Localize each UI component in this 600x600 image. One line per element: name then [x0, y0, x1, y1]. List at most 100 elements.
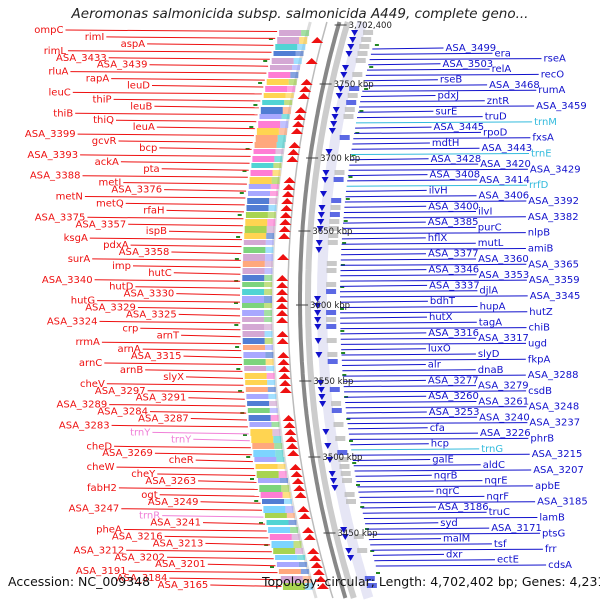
leader-line [72, 91, 262, 95]
leader-line [210, 584, 282, 587]
reverse-gene-arrow [332, 107, 340, 113]
forward-gene-arrow [279, 380, 292, 386]
feature-block [264, 331, 273, 337]
gene-label-left: rrmA [75, 337, 100, 348]
feature-block [263, 93, 286, 98]
feature-block [270, 65, 292, 70]
forward-gene-arrow [278, 366, 291, 372]
leader-line [345, 401, 477, 403]
feature-block [264, 261, 273, 267]
leader-line [345, 195, 477, 198]
leader-line [149, 64, 269, 67]
feature-block [330, 205, 341, 210]
leader-line [173, 272, 241, 275]
feature-block [251, 163, 274, 168]
leader-line [168, 230, 243, 234]
feature-block [339, 135, 350, 140]
leader-line [351, 453, 530, 456]
feature-block [265, 86, 288, 92]
feature-block [277, 37, 300, 44]
gene-label-left: leuD [127, 81, 150, 92]
leader-line [120, 161, 250, 164]
leader-line [348, 432, 479, 435]
feature-block [271, 541, 294, 548]
leader-line [140, 327, 241, 331]
feature-block [288, 520, 297, 525]
gene-label-right: nqrB [434, 470, 458, 481]
feature-block [280, 121, 289, 128]
reverse-gene-arrow [328, 128, 336, 134]
gene-label-right: nqrC [436, 486, 460, 497]
leader-line [166, 556, 274, 560]
gene-label-left: ASA_3340 [42, 275, 93, 286]
gene-label-left: cheV [80, 379, 105, 390]
leader-line [157, 473, 256, 476]
leader-line [368, 538, 442, 541]
reverse-gene-arrow [317, 212, 325, 218]
leader-line [354, 131, 482, 134]
gene-label-left: cheW [87, 462, 115, 473]
reverse-gene-arrow [321, 177, 329, 183]
forward-gene-arrow [312, 569, 325, 575]
gene-label-left: thiB [53, 108, 73, 119]
leader-line [360, 501, 536, 504]
gene-label-left: ASA_3216 [112, 531, 163, 542]
feature-block [281, 485, 290, 492]
tick-mark [370, 550, 375, 552]
leader-line [345, 189, 427, 192]
leader-line [366, 68, 490, 71]
feature-block [275, 450, 284, 457]
feature-block [326, 261, 337, 266]
gene-label-right: cdsA [548, 560, 572, 571]
leader-line [80, 154, 251, 157]
leader-line [363, 517, 538, 519]
reverse-gene-arrow [320, 191, 327, 197]
forward-gene-arrow [277, 352, 290, 358]
feature-block [285, 93, 294, 98]
gene-label-right: galE [432, 455, 454, 466]
backbone-ring [317, 20, 374, 600]
gene-label-right: nqrE [484, 476, 507, 487]
gene-label-left: pta [143, 164, 159, 175]
leader-line [342, 369, 476, 372]
feature-block [329, 212, 340, 217]
feature-block [349, 86, 360, 91]
leader-line [166, 209, 245, 213]
leader-line [340, 279, 527, 282]
forward-gene-arrow [300, 79, 313, 85]
genome-title: Aeromonas salmonicida subsp. salmonicida… [71, 6, 529, 22]
feature-block [328, 233, 339, 238]
feature-block [280, 478, 288, 483]
feature-block [299, 37, 308, 44]
leader-line [89, 237, 242, 241]
feature-block [242, 331, 265, 337]
gene-label-right: ASA_3279 [478, 381, 529, 392]
feature-block [275, 149, 284, 154]
feature-block [248, 415, 271, 421]
forward-gene-arrow [282, 415, 295, 421]
feature-block [264, 324, 273, 330]
feature-block [326, 310, 337, 315]
feature-block [290, 527, 299, 533]
gene-label-right: ugd [528, 338, 547, 349]
gene-label-right: nlpB [528, 228, 550, 239]
forward-gene-arrow [314, 576, 327, 582]
leader-line [341, 242, 476, 245]
leader-line [360, 100, 485, 103]
feature-block [286, 513, 295, 518]
leader-line [350, 443, 429, 446]
gene-label-left: trnY [130, 427, 151, 438]
gene-label-right: ASA_3253 [429, 407, 480, 418]
feature-block [269, 408, 278, 413]
accession-text: Accession: NC_009348 [8, 574, 151, 589]
tick-mark [351, 154, 356, 156]
gene-label-left: cheY [131, 469, 156, 480]
feature-block [357, 548, 368, 553]
reverse-gene-arrow [319, 401, 327, 407]
feature-block [342, 478, 352, 483]
gene-label-left: ASA_3287 [138, 414, 189, 425]
forward-gene-arrow [302, 527, 315, 533]
feature-block [243, 359, 266, 365]
feature-block [246, 205, 269, 211]
leader-line [371, 548, 543, 551]
